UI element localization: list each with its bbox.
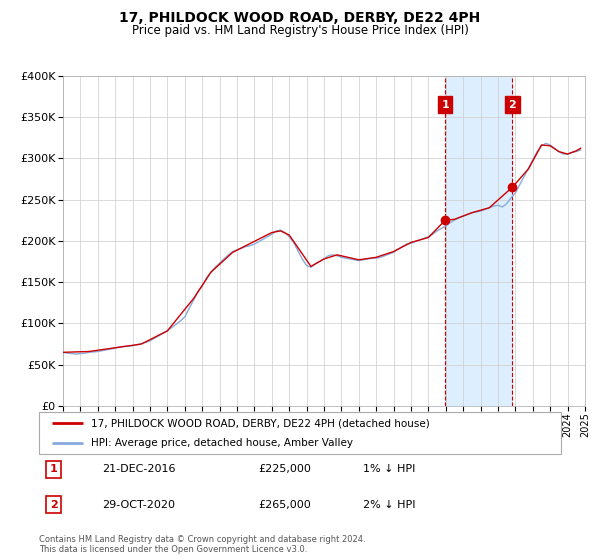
Text: 21-DEC-2016: 21-DEC-2016 (101, 464, 175, 474)
Text: 29-OCT-2020: 29-OCT-2020 (101, 500, 175, 510)
Text: Contains HM Land Registry data © Crown copyright and database right 2024.
This d: Contains HM Land Registry data © Crown c… (39, 535, 365, 554)
Text: 1: 1 (442, 100, 449, 110)
Text: 1: 1 (50, 464, 58, 474)
FancyBboxPatch shape (39, 412, 561, 454)
Text: £265,000: £265,000 (258, 500, 311, 510)
Text: 2: 2 (509, 100, 517, 110)
Text: 1% ↓ HPI: 1% ↓ HPI (362, 464, 415, 474)
Text: 17, PHILDOCK WOOD ROAD, DERBY, DE22 4PH (detached house): 17, PHILDOCK WOOD ROAD, DERBY, DE22 4PH … (91, 418, 430, 428)
Bar (445, 76, 512, 406)
Text: HPI: Average price, detached house, Amber Valley: HPI: Average price, detached house, Ambe… (91, 438, 353, 447)
Text: Price paid vs. HM Land Registry's House Price Index (HPI): Price paid vs. HM Land Registry's House … (131, 24, 469, 36)
Text: 2% ↓ HPI: 2% ↓ HPI (362, 500, 415, 510)
Text: 17, PHILDOCK WOOD ROAD, DERBY, DE22 4PH: 17, PHILDOCK WOOD ROAD, DERBY, DE22 4PH (119, 11, 481, 25)
Text: £225,000: £225,000 (258, 464, 311, 474)
Text: 2: 2 (50, 500, 58, 510)
